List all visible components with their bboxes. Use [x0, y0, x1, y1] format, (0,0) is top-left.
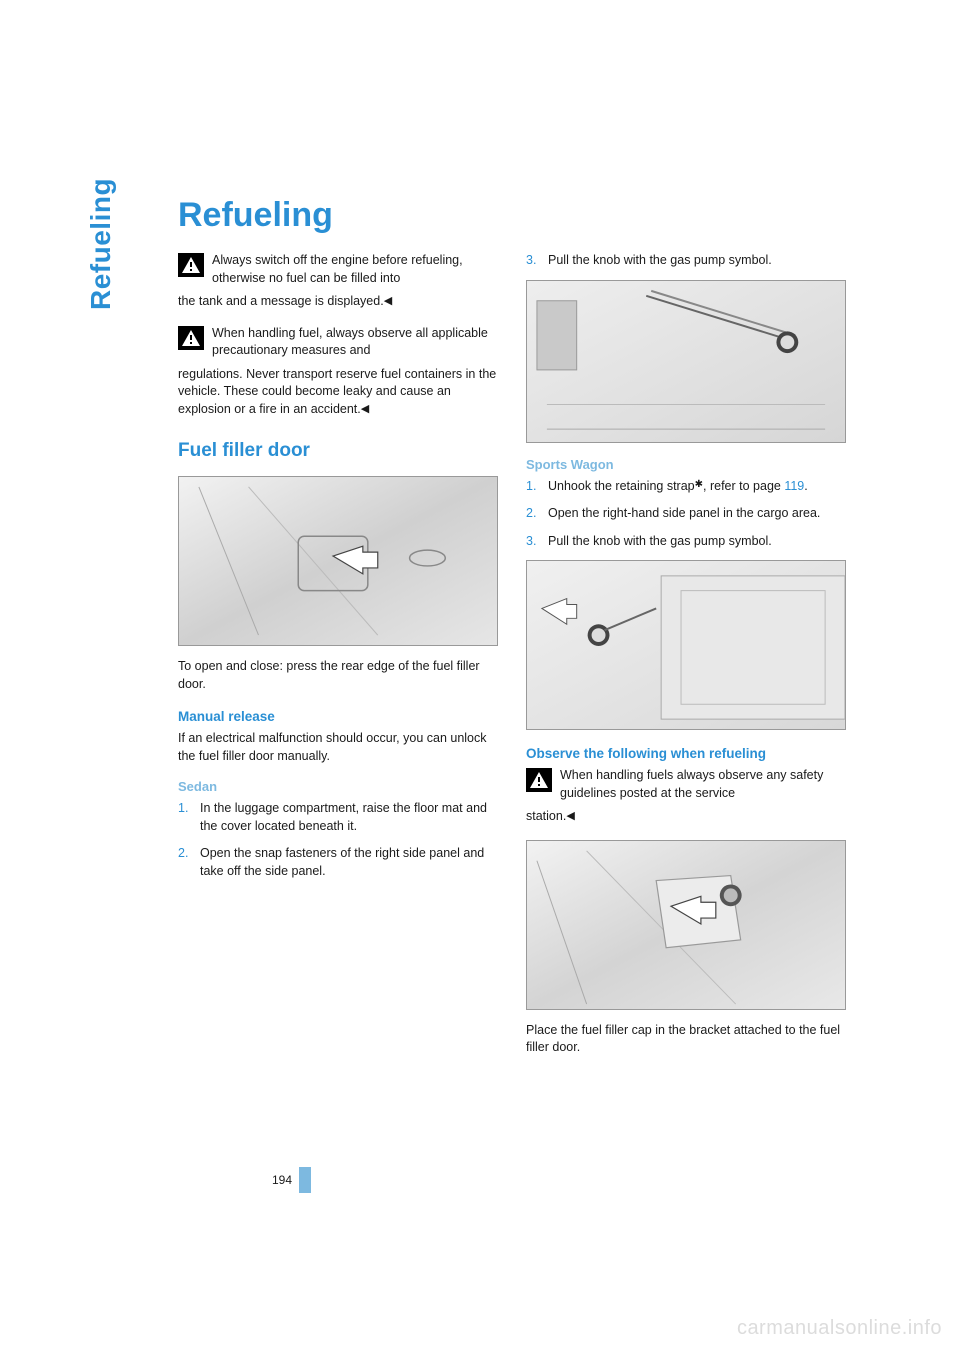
- heading-fuel-filler-door: Fuel filler door: [178, 440, 498, 462]
- end-mark: ◀: [384, 295, 392, 307]
- figure-fuel-door: [178, 476, 498, 646]
- page-tab-marker: [299, 1167, 311, 1193]
- section-sidebar-label: Refueling: [85, 178, 117, 310]
- list-item: In the luggage compartment, raise the fl…: [178, 800, 498, 835]
- warning-icon: [178, 253, 204, 277]
- warning-icon: [178, 326, 204, 350]
- warning-cont-text: the tank and a message is displayed.: [178, 294, 384, 308]
- list-item: Open the snap fasteners of the right sid…: [178, 845, 498, 880]
- left-column: Always switch off the engine before refu…: [178, 252, 498, 1065]
- right-column: Pull the knob with the gas pump symbol. …: [526, 252, 846, 1065]
- list-item: Pull the knob with the gas pump symbol.: [526, 533, 846, 551]
- body-malfunction: If an electrical malfunction should occu…: [178, 730, 498, 765]
- figure-wagon-knob: [526, 560, 846, 730]
- heading-manual-release: Manual release: [178, 709, 498, 724]
- end-mark: ◀: [361, 403, 369, 415]
- figure-fuel-cap: [526, 840, 846, 1010]
- body-open-close: To open and close: press the rear edge o…: [178, 658, 498, 693]
- warning-text: When handling fuels always observe any s…: [560, 767, 846, 802]
- watermark: carmanualsonline.info: [737, 1317, 942, 1340]
- body-place-cap: Place the fuel filler cap in the bracket…: [526, 1022, 846, 1057]
- warning-block-2: When handling fuel, always observe all a…: [178, 325, 498, 360]
- sedan-steps-cont: Pull the knob with the gas pump symbol.: [526, 252, 846, 270]
- warning-cont-text: station.: [526, 809, 566, 823]
- warning-text: When handling fuel, always observe all a…: [212, 325, 498, 360]
- content-columns: Always switch off the engine before refu…: [178, 252, 848, 1065]
- step-text: Unhook the retaining strap: [548, 479, 695, 493]
- warning-continuation: the tank and a message is displayed.◀: [178, 293, 498, 311]
- list-item: Pull the knob with the gas pump symbol.: [526, 252, 846, 270]
- page-number: 194: [272, 1173, 292, 1187]
- warning-continuation: regulations. Never transport reserve fue…: [178, 366, 498, 419]
- heading-sedan: Sedan: [178, 779, 498, 794]
- page-link[interactable]: 119: [784, 479, 804, 493]
- wagon-steps: Unhook the retaining strap✱, refer to pa…: [526, 478, 846, 551]
- end-mark: ◀: [566, 810, 574, 822]
- list-item: Unhook the retaining strap✱, refer to pa…: [526, 478, 846, 496]
- step-text: , refer to page: [703, 479, 784, 493]
- warning-icon: [526, 768, 552, 792]
- heading-sports-wagon: Sports Wagon: [526, 457, 846, 472]
- warning-block-1: Always switch off the engine before refu…: [178, 252, 498, 287]
- warning-block-3: When handling fuels always observe any s…: [526, 767, 846, 802]
- warning-continuation: station.◀: [526, 808, 846, 826]
- sedan-steps: In the luggage compartment, raise the fl…: [178, 800, 498, 880]
- asterisk-icon: ✱: [695, 479, 703, 490]
- list-item: Open the right-hand side panel in the ca…: [526, 505, 846, 523]
- heading-observe: Observe the following when refueling: [526, 746, 846, 761]
- warning-text: Always switch off the engine before refu…: [212, 252, 498, 287]
- step-text: .: [804, 479, 807, 493]
- figure-sedan-knob: [526, 280, 846, 443]
- warning-cont-text: regulations. Never transport reserve fue…: [178, 367, 496, 416]
- page-title: Refueling: [178, 196, 333, 235]
